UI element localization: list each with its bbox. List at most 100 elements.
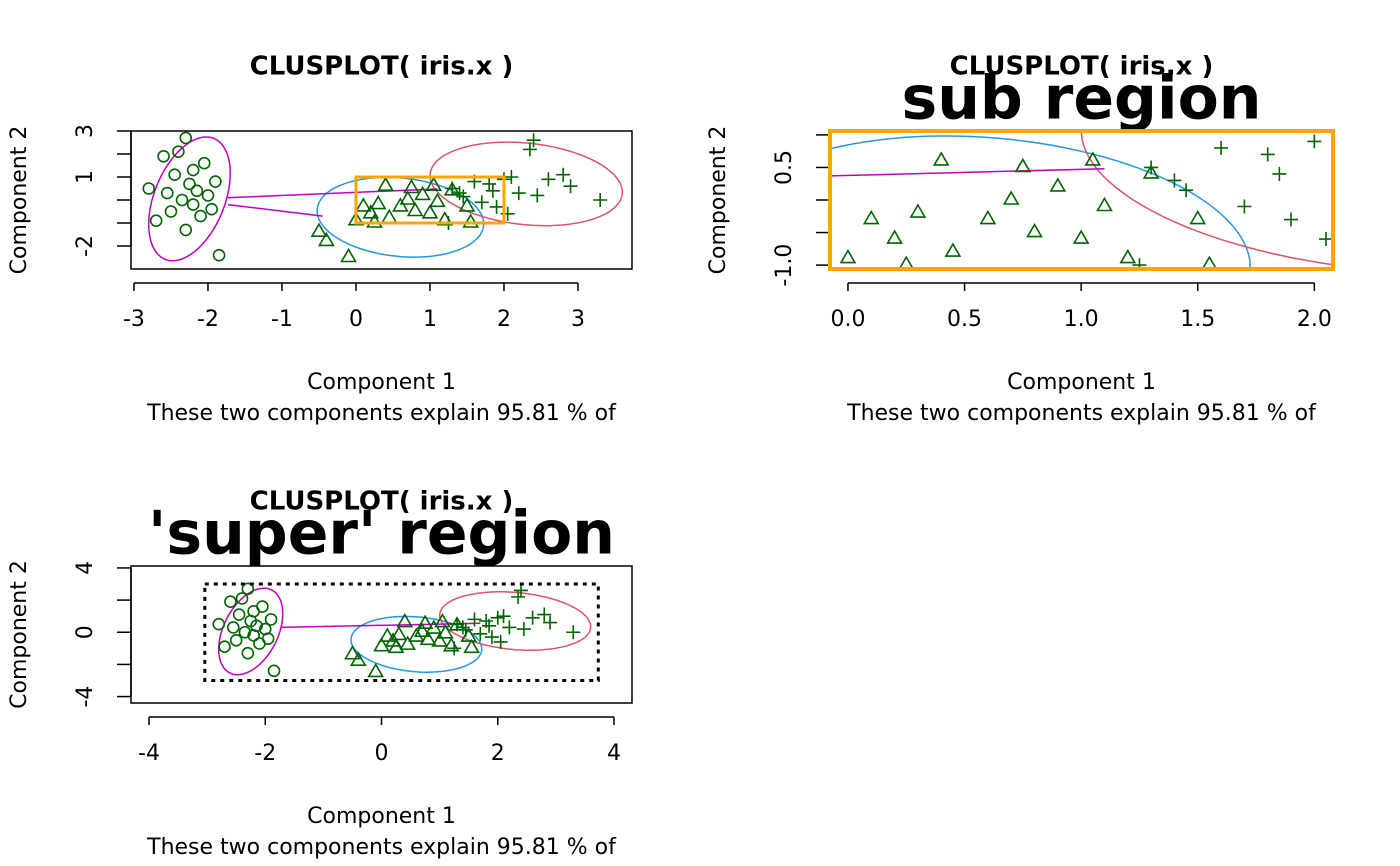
point — [425, 176, 443, 191]
x-axis-label: Component 1 — [307, 804, 456, 829]
x-tick-label: -2 — [197, 307, 219, 332]
y-tick-label: -4 — [73, 686, 98, 708]
point — [264, 613, 278, 626]
annotation: sub region — [902, 64, 1262, 134]
point — [455, 620, 470, 635]
point — [414, 185, 431, 201]
x-tick-label: 0 — [375, 741, 389, 766]
point — [511, 589, 526, 604]
point — [157, 150, 170, 163]
point — [318, 231, 335, 247]
point — [194, 209, 207, 223]
point — [474, 195, 489, 210]
caption: These two components explain 95.81 % of — [846, 401, 1317, 426]
y-axis-label: Component 2 — [706, 126, 731, 275]
point — [482, 618, 497, 633]
x-tick-label: -4 — [138, 741, 160, 766]
point — [543, 615, 558, 630]
panel: CLUSPLOT( iris.x )sub region Component 1 T… — [706, 52, 1335, 426]
point — [502, 620, 517, 635]
point — [1307, 134, 1322, 149]
chart-title: CLUSPLOT( iris.x ) — [250, 52, 514, 82]
point — [256, 600, 269, 613]
point — [593, 193, 608, 207]
y-axis-label: Component 2 — [7, 126, 32, 275]
point — [179, 223, 193, 237]
y-tick-label: 0.5 — [772, 150, 797, 185]
point — [1072, 229, 1090, 244]
point — [344, 645, 361, 660]
point — [164, 205, 178, 218]
point — [1237, 199, 1252, 214]
x-tick-label: 2 — [491, 741, 505, 766]
point — [541, 172, 556, 187]
point — [1272, 166, 1287, 181]
point — [1026, 222, 1043, 238]
point — [267, 664, 281, 678]
y-tick-label: 1 — [73, 170, 98, 184]
point — [530, 188, 545, 203]
point — [447, 641, 462, 656]
point — [201, 189, 215, 202]
point — [525, 610, 540, 625]
point — [142, 182, 156, 195]
point — [463, 638, 480, 654]
point — [566, 625, 581, 640]
point — [186, 198, 200, 211]
chart-title: CLUSPLOT( iris.x ) — [950, 52, 1214, 82]
x-tick-label: 3 — [571, 307, 585, 332]
x-tick-label: 2.0 — [1297, 307, 1332, 332]
point — [355, 197, 372, 212]
point — [484, 630, 499, 645]
point — [452, 186, 467, 201]
point — [979, 209, 997, 225]
point — [1260, 147, 1275, 162]
y-tick-label: 4 — [73, 561, 98, 575]
y-tick-label: -1.0 — [772, 244, 797, 287]
point — [1179, 183, 1194, 198]
point — [839, 248, 857, 264]
point — [556, 167, 571, 182]
point — [340, 247, 357, 263]
point — [944, 242, 962, 257]
point — [516, 622, 531, 637]
point — [1201, 255, 1218, 269]
point — [175, 193, 189, 207]
point — [226, 621, 240, 634]
point — [387, 638, 405, 654]
point — [496, 609, 511, 624]
point — [149, 214, 163, 227]
plot-area — [203, 582, 600, 682]
region-box — [203, 582, 600, 682]
point — [1167, 173, 1182, 188]
point — [473, 626, 488, 641]
point — [467, 612, 482, 627]
point — [489, 199, 504, 214]
point — [373, 637, 390, 652]
point — [563, 179, 578, 194]
x-axis-label: Component 1 — [1007, 370, 1156, 395]
x-tick-label: 0.5 — [947, 307, 982, 332]
point — [380, 208, 398, 224]
point — [1284, 212, 1299, 227]
x-tick-label: -1 — [271, 307, 293, 332]
x-axis-label: Component 1 — [307, 370, 456, 395]
x-tick-label: 0 — [349, 307, 363, 332]
plot-frame — [130, 130, 633, 270]
point — [431, 632, 448, 647]
point — [349, 651, 367, 666]
point — [347, 211, 365, 226]
point — [377, 176, 394, 191]
point — [390, 625, 408, 641]
point — [437, 624, 454, 639]
point — [205, 202, 218, 216]
point — [241, 646, 255, 660]
plot-frame — [828, 129, 1335, 271]
point — [458, 622, 473, 637]
x-tick-label: 4 — [607, 741, 621, 766]
point — [504, 170, 519, 184]
x-tick-label: -3 — [123, 307, 145, 332]
point — [445, 181, 460, 196]
point — [522, 142, 537, 157]
